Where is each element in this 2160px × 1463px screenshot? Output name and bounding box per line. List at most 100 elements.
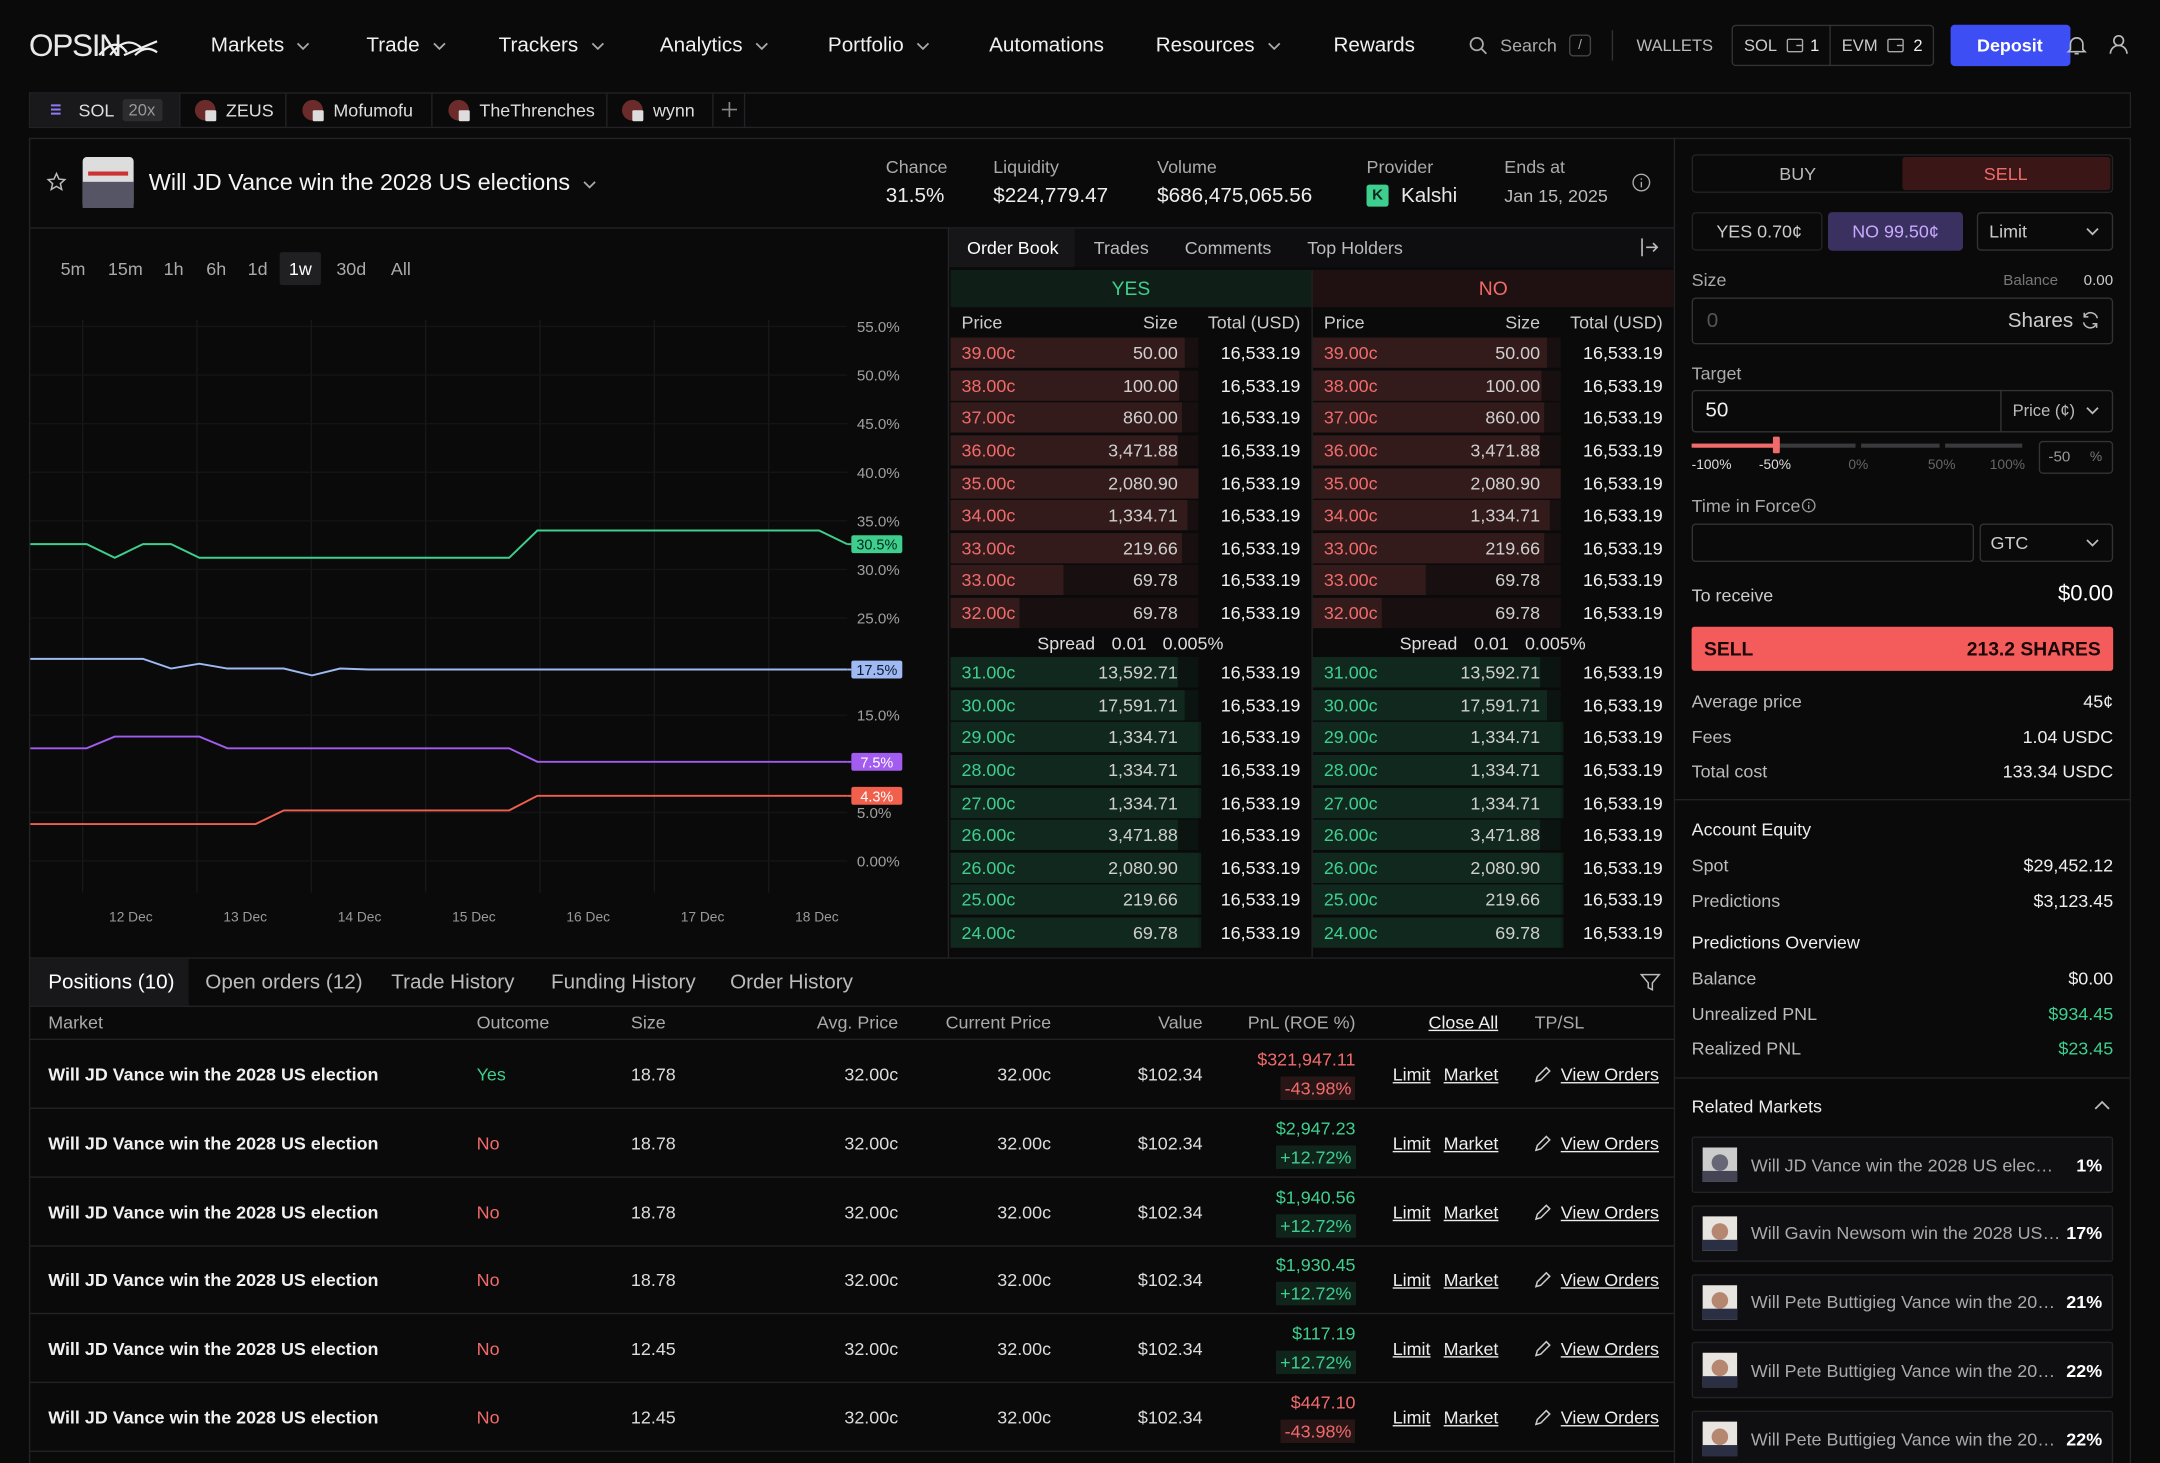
deposit-button[interactable] xyxy=(1950,24,2071,67)
tab-name[interactable]: wynn xyxy=(652,99,695,121)
related-item[interactable] xyxy=(1691,1342,2114,1399)
pos-tab[interactable]: Order History xyxy=(730,970,853,994)
nav-item[interactable]: Automations xyxy=(989,33,1104,58)
ob-total: 16,533.19 xyxy=(1220,537,1301,559)
wallet-name[interactable]: EVM xyxy=(1841,35,1878,56)
side-option[interactable]: SELL xyxy=(1983,163,2028,184)
nav-item[interactable]: Markets xyxy=(211,34,311,57)
ob-tab[interactable]: Order Book xyxy=(967,237,1059,259)
pos-action[interactable]: Market xyxy=(1443,1201,1499,1223)
pos-view-orders[interactable]: View Orders xyxy=(1560,1338,1659,1360)
ob-row-bg xyxy=(950,754,1199,786)
related-item[interactable] xyxy=(1691,1205,2114,1262)
search[interactable]: Search xyxy=(1500,35,1557,56)
no-box[interactable] xyxy=(1828,212,1964,251)
ob-size: 1,334.71 xyxy=(1108,792,1178,813)
series-badge xyxy=(851,660,903,679)
related-item[interactable] xyxy=(1691,1136,2114,1193)
pos-action[interactable]: Market xyxy=(1443,1338,1499,1360)
pos-tab[interactable]: Funding History xyxy=(551,970,696,994)
pos-view-orders[interactable]: View Orders xyxy=(1560,1201,1659,1223)
target-value: 50 xyxy=(1705,398,1729,423)
y-tick-label: 55.0% xyxy=(857,319,900,336)
x-tick-label: 17 Dec xyxy=(681,910,725,925)
order-type-box[interactable] xyxy=(1976,212,2114,251)
yes-box[interactable] xyxy=(1691,212,1823,251)
chevron-path xyxy=(1267,42,1280,51)
slider-input[interactable] xyxy=(2038,440,2114,474)
target-input[interactable] xyxy=(1691,389,2114,433)
nav-item[interactable]: Resources xyxy=(1156,34,1281,57)
nav-item[interactable]: Trackers xyxy=(499,34,605,57)
pos-tab[interactable]: Open orders (12) xyxy=(205,970,363,994)
timeframe[interactable]: 1d xyxy=(247,258,268,279)
related-item[interactable] xyxy=(1691,1410,2114,1463)
wallet-name[interactable]: SOL xyxy=(1743,35,1778,56)
pos-action[interactable]: Limit xyxy=(1392,1132,1431,1154)
ob-total: 16,533.19 xyxy=(1583,439,1663,461)
pos-view-orders[interactable]: View Orders xyxy=(1560,1064,1659,1085)
logo-mark xyxy=(98,40,158,57)
pos-outcome: No xyxy=(476,1269,500,1291)
timeframe[interactable]: 1h xyxy=(163,258,184,279)
nav-item[interactable]: Rewards xyxy=(1333,33,1416,58)
pos-col: TP/SL xyxy=(1534,1011,1585,1033)
timeframe[interactable]: 15m xyxy=(107,258,143,279)
pos-view-orders[interactable]: View Orders xyxy=(1560,1269,1659,1291)
nav-item[interactable]: Analytics xyxy=(660,34,769,57)
pos-action[interactable]: Limit xyxy=(1392,1064,1431,1085)
chart-ob-divider xyxy=(947,227,950,958)
side-option[interactable]: BUY xyxy=(1779,163,1817,184)
tab-name[interactable]: Mofumofu xyxy=(333,99,414,121)
sell-button[interactable] xyxy=(1691,626,2114,671)
series-line xyxy=(30,735,848,763)
pos-value: $102.34 xyxy=(1137,1407,1203,1428)
pos-action[interactable]: Market xyxy=(1443,1064,1499,1085)
ob-tab[interactable]: Trades xyxy=(1093,237,1149,259)
timeframe[interactable]: All xyxy=(390,258,411,279)
pos-action[interactable]: Market xyxy=(1443,1132,1499,1154)
tab-name[interactable]: TheThrenches xyxy=(479,99,595,121)
pos-action[interactable]: Limit xyxy=(1392,1201,1431,1223)
pos-col[interactable]: Close All xyxy=(1428,1011,1499,1033)
x-tick-label: 16 Dec xyxy=(566,910,610,925)
pos-action[interactable]: Market xyxy=(1443,1269,1499,1291)
chevron xyxy=(432,42,446,51)
pos-action[interactable]: Limit xyxy=(1392,1338,1431,1360)
timeframe[interactable]: 5m xyxy=(60,258,86,279)
nav-item[interactable]: Portfolio xyxy=(828,34,930,57)
tab-name[interactable]: ZEUS xyxy=(225,99,274,121)
pos-action[interactable]: Market xyxy=(1443,1407,1499,1428)
chevron xyxy=(2086,407,2099,415)
timeframe[interactable]: 30d xyxy=(336,258,367,279)
stat-label: Chance xyxy=(885,156,948,178)
tab-avatar xyxy=(621,99,644,122)
tif-select[interactable] xyxy=(1979,523,2114,563)
pos-tab[interactable]: Trade History xyxy=(391,970,515,994)
tif-input[interactable] xyxy=(1691,523,1975,563)
timeframe[interactable]: 1w xyxy=(288,258,312,279)
pos-action[interactable]: Limit xyxy=(1392,1269,1431,1291)
pos-view-orders[interactable]: View Orders xyxy=(1560,1407,1659,1428)
timeframe[interactable]: 6h xyxy=(206,258,227,279)
ob-tab[interactable]: Top Holders xyxy=(1307,237,1403,259)
ob-depth-bar xyxy=(950,402,1182,433)
pos-view-orders[interactable]: View Orders xyxy=(1560,1132,1659,1154)
pos-row-divider xyxy=(28,1176,1676,1178)
tab-name[interactable]: SOL xyxy=(78,99,115,121)
market-title[interactable]: Will JD Vance win the 2028 US elections xyxy=(149,169,596,197)
equity-value: $3,123.45 xyxy=(2033,890,2114,912)
ob-depth-bar xyxy=(950,884,1202,916)
pos-action[interactable]: Limit xyxy=(1392,1407,1431,1428)
y-tick-label: 15.0% xyxy=(857,708,900,725)
related-item[interactable] xyxy=(1691,1273,2114,1331)
ob-depth-bar xyxy=(950,754,1202,786)
pos-tab[interactable]: Positions (10) xyxy=(48,970,175,994)
pencil-icon xyxy=(1534,1272,1551,1289)
slider-track xyxy=(1944,443,2023,448)
ob-tab[interactable]: Comments xyxy=(1184,237,1272,259)
ob-price: 27.00c xyxy=(961,792,1016,813)
size-input[interactable] xyxy=(1691,297,2114,345)
nav-item[interactable]: Trade xyxy=(366,34,446,57)
ob-side-divider xyxy=(1311,269,1313,958)
